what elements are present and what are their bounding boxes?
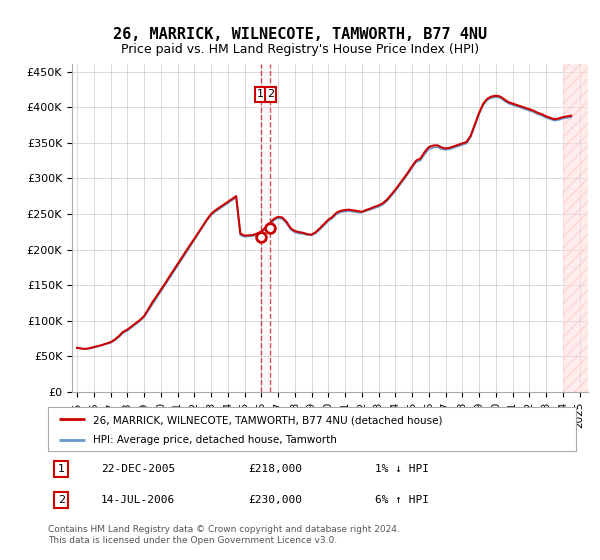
Text: 22-DEC-2005: 22-DEC-2005 bbox=[101, 464, 175, 474]
Text: Contains HM Land Registry data © Crown copyright and database right 2024.
This d: Contains HM Land Registry data © Crown c… bbox=[48, 525, 400, 545]
Text: £230,000: £230,000 bbox=[248, 495, 302, 505]
26, MARRICK, WILNECOTE, TAMWORTH, B77 4NU (detached house) bbox=[505, 99, 512, 105]
HPI: Average price, detached house, Tamworth: (2.02e+03, 3.86e+05): Average price, detached house, Tamworth:… bbox=[568, 114, 575, 120]
Text: 26, MARRICK, WILNECOTE, TAMWORTH, B77 4NU (detached house): 26, MARRICK, WILNECOTE, TAMWORTH, B77 4N… bbox=[93, 415, 442, 425]
HPI: Average price, detached house, Tamworth: (2e+03, 2.73e+05): Average price, detached house, Tamworth:… bbox=[233, 194, 240, 201]
HPI: Average price, detached house, Tamworth: (2.02e+03, 4.14e+05): Average price, detached house, Tamworth:… bbox=[492, 94, 499, 101]
Line: 26, MARRICK, WILNECOTE, TAMWORTH, B77 4NU (detached house): 26, MARRICK, WILNECOTE, TAMWORTH, B77 4N… bbox=[77, 96, 571, 349]
26, MARRICK, WILNECOTE, TAMWORTH, B77 4NU (detached house) bbox=[233, 193, 240, 199]
HPI: Average price, detached house, Tamworth: (2.02e+03, 4.05e+05): Average price, detached house, Tamworth:… bbox=[505, 100, 512, 107]
HPI: Average price, detached house, Tamworth: (2.02e+03, 3.41e+05): Average price, detached house, Tamworth:… bbox=[438, 146, 445, 152]
Text: 2: 2 bbox=[58, 495, 65, 505]
Text: 26, MARRICK, WILNECOTE, TAMWORTH, B77 4NU: 26, MARRICK, WILNECOTE, TAMWORTH, B77 4N… bbox=[113, 27, 487, 42]
Line: HPI: Average price, detached house, Tamworth: HPI: Average price, detached house, Tamw… bbox=[77, 97, 571, 349]
HPI: Average price, detached house, Tamworth: (2.02e+03, 3.9e+05): Average price, detached house, Tamworth:… bbox=[476, 111, 483, 118]
Text: £218,000: £218,000 bbox=[248, 464, 302, 474]
26, MARRICK, WILNECOTE, TAMWORTH, B77 4NU (detached house) bbox=[438, 144, 445, 151]
Text: 14-JUL-2006: 14-JUL-2006 bbox=[101, 495, 175, 505]
26, MARRICK, WILNECOTE, TAMWORTH, B77 4NU (detached house) bbox=[476, 109, 483, 116]
Text: 1: 1 bbox=[257, 89, 265, 99]
26, MARRICK, WILNECOTE, TAMWORTH, B77 4NU (detached house) bbox=[178, 254, 185, 261]
26, MARRICK, WILNECOTE, TAMWORTH, B77 4NU (detached house) bbox=[367, 206, 374, 212]
Text: 1: 1 bbox=[58, 464, 65, 474]
26, MARRICK, WILNECOTE, TAMWORTH, B77 4NU (detached house) bbox=[73, 344, 80, 351]
HPI: Average price, detached house, Tamworth: (2e+03, 1.86e+05): Average price, detached house, Tamworth:… bbox=[178, 256, 185, 263]
HPI: Average price, detached house, Tamworth: (2e+03, 6.05e+04): Average price, detached house, Tamworth:… bbox=[82, 346, 89, 352]
26, MARRICK, WILNECOTE, TAMWORTH, B77 4NU (detached house) bbox=[492, 92, 499, 99]
Bar bbox=[563, 64, 588, 392]
Text: 1% ↓ HPI: 1% ↓ HPI bbox=[376, 464, 430, 474]
HPI: Average price, detached house, Tamworth: (2e+03, 6.2e+04): Average price, detached house, Tamworth:… bbox=[73, 344, 80, 351]
26, MARRICK, WILNECOTE, TAMWORTH, B77 4NU (detached house) bbox=[568, 113, 575, 119]
Text: 6% ↑ HPI: 6% ↑ HPI bbox=[376, 495, 430, 505]
Text: Price paid vs. HM Land Registry's House Price Index (HPI): Price paid vs. HM Land Registry's House … bbox=[121, 43, 479, 56]
HPI: Average price, detached house, Tamworth: (2.01e+03, 2.56e+05): Average price, detached house, Tamworth:… bbox=[367, 206, 374, 213]
Text: HPI: Average price, detached house, Tamworth: HPI: Average price, detached house, Tamw… bbox=[93, 435, 337, 445]
Text: 2: 2 bbox=[267, 89, 274, 99]
26, MARRICK, WILNECOTE, TAMWORTH, B77 4NU (detached house) bbox=[82, 346, 89, 352]
